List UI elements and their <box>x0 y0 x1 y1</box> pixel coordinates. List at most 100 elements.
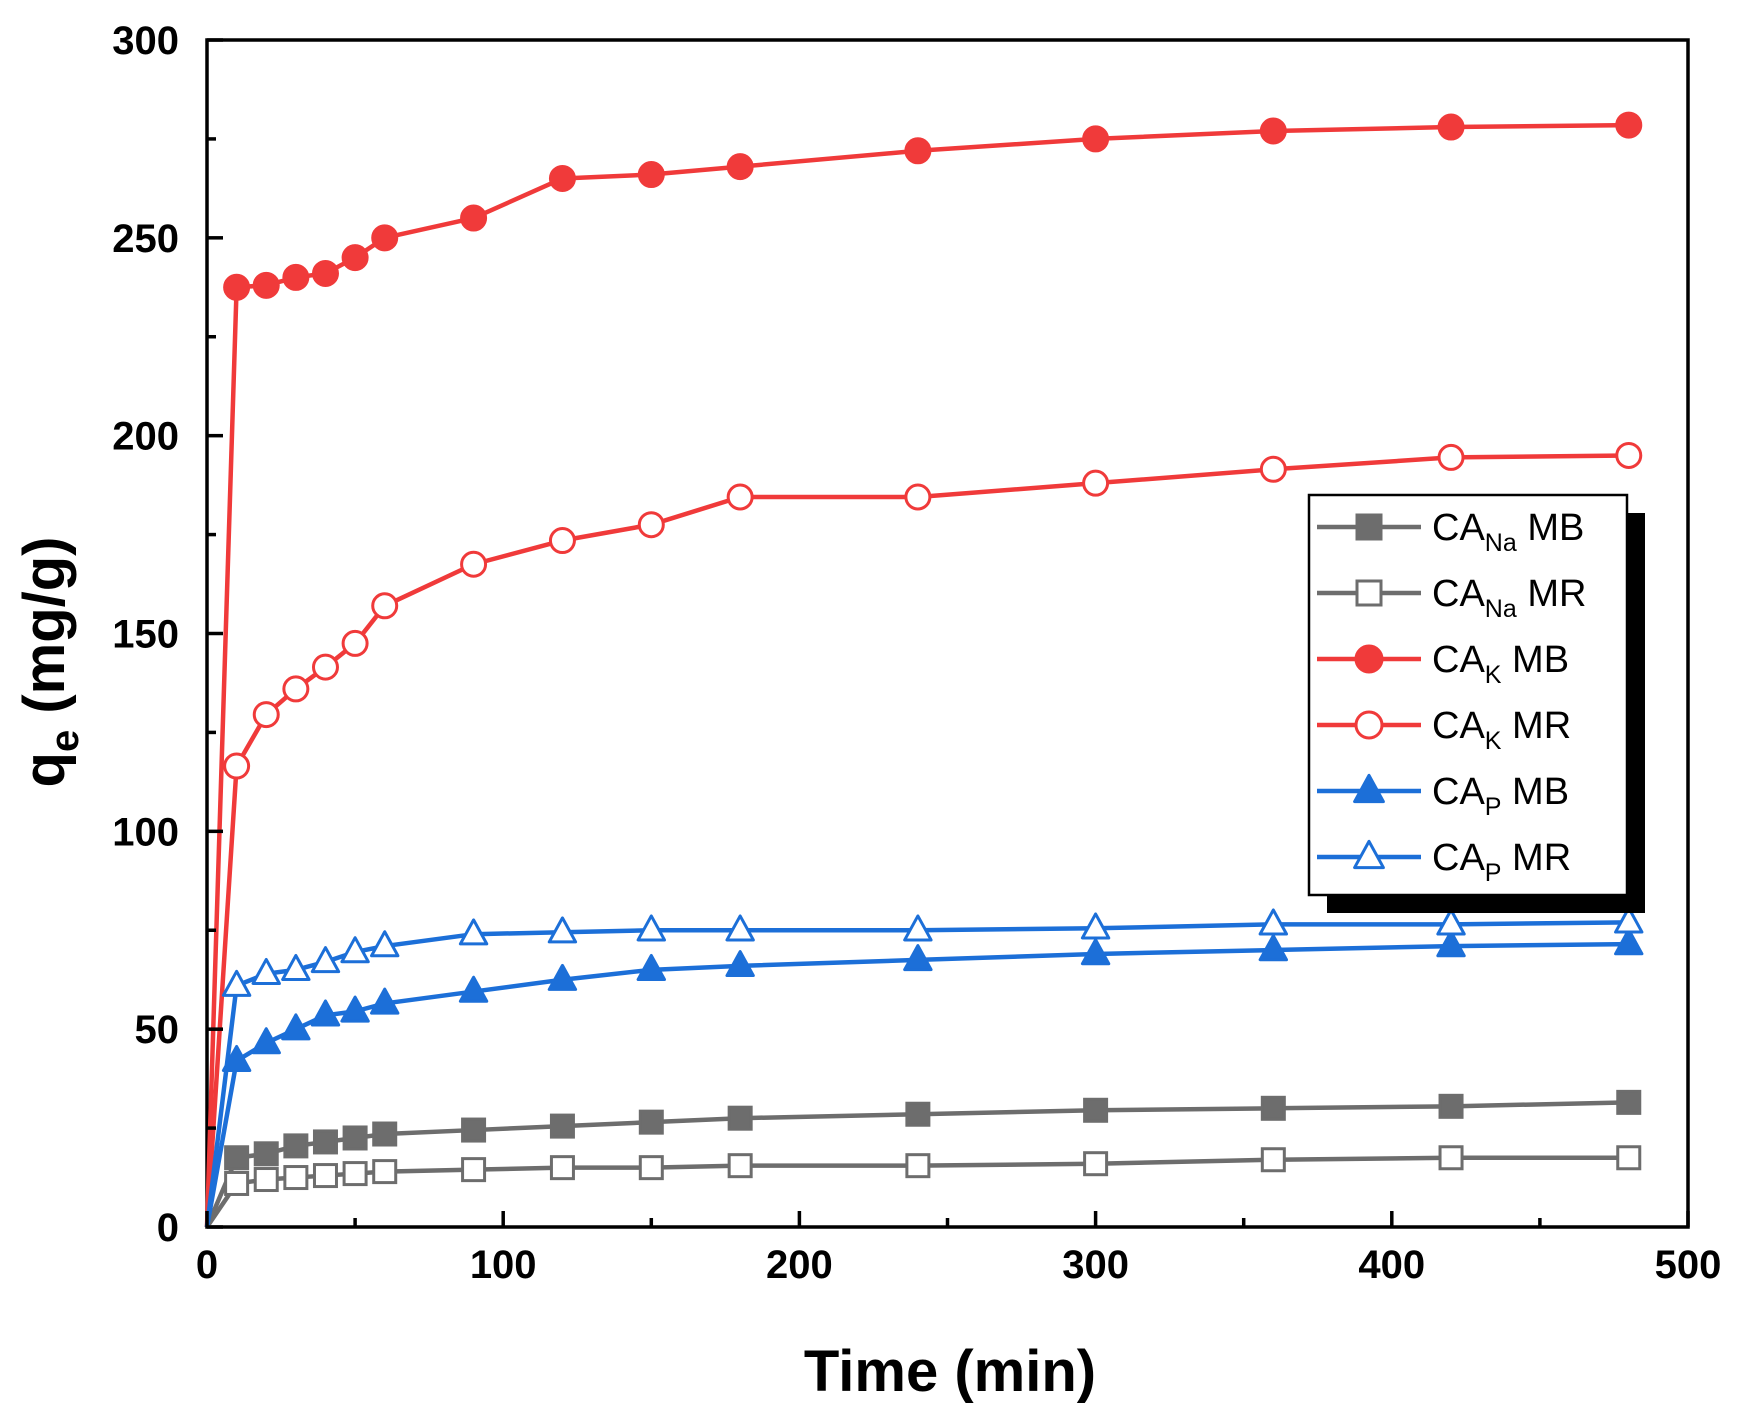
x-tick-label: 0 <box>196 1243 218 1287</box>
data-point <box>253 1167 279 1193</box>
series-1 <box>205 1145 1642 1229</box>
data-point <box>1083 1097 1109 1123</box>
data-point <box>221 969 252 997</box>
data-point <box>310 999 341 1027</box>
data-point <box>281 953 311 982</box>
y-axis-title-sub: e <box>43 730 87 752</box>
data-point <box>223 273 251 301</box>
series-line <box>205 1155 1629 1229</box>
data-point <box>458 918 489 946</box>
data-point <box>460 550 488 578</box>
legend-label: CAP MB <box>1432 771 1569 821</box>
data-point <box>371 592 399 620</box>
data-point <box>904 483 932 511</box>
data-point <box>725 950 755 978</box>
data-point <box>460 204 488 232</box>
legend-marker <box>1353 773 1385 804</box>
data-point <box>1615 441 1643 469</box>
data-point <box>1614 906 1644 934</box>
data-point <box>458 975 489 1003</box>
legend-marker <box>1354 644 1384 674</box>
y-tick-label: 150 <box>112 613 179 657</box>
legend-label: CANa MR <box>1432 573 1586 623</box>
y-tick-label: 50 <box>135 1008 180 1052</box>
y-tick-label: 200 <box>112 415 179 459</box>
data-point <box>903 914 933 942</box>
data-point <box>548 164 576 192</box>
data-point <box>282 675 310 703</box>
x-tick-label: 300 <box>1062 1243 1129 1287</box>
series-5 <box>204 906 1644 1228</box>
data-point <box>727 1105 753 1131</box>
data-point <box>1083 1151 1109 1177</box>
data-point <box>1616 1145 1642 1171</box>
data-point <box>310 946 341 974</box>
data-point <box>252 271 280 299</box>
data-point <box>251 1027 281 1055</box>
data-point <box>1437 443 1465 471</box>
y-axis-title-rest: (mg/g) <box>12 537 77 730</box>
data-point <box>725 914 755 942</box>
data-point <box>281 1013 311 1041</box>
data-point <box>341 629 369 657</box>
data-point <box>1615 111 1643 139</box>
legend-label: CANa MB <box>1432 507 1584 557</box>
series-3 <box>204 441 1643 1228</box>
data-point <box>548 527 576 555</box>
data-point <box>342 1125 368 1151</box>
data-point <box>1614 928 1644 956</box>
data-point <box>637 161 665 189</box>
data-point <box>1082 125 1110 153</box>
data-point <box>370 930 400 958</box>
data-point <box>1436 908 1466 936</box>
data-point <box>549 1113 575 1139</box>
data-point <box>726 483 754 511</box>
data-point <box>221 1044 252 1073</box>
legend-label: CAK MR <box>1432 705 1571 755</box>
legend-box <box>1307 493 1629 897</box>
legend-label: CAP MR <box>1432 837 1571 887</box>
data-point <box>341 244 369 272</box>
data-point <box>340 936 370 964</box>
data-point <box>1438 1145 1464 1171</box>
data-point <box>372 1159 398 1185</box>
data-point <box>340 995 370 1023</box>
data-point <box>1258 934 1289 962</box>
data-point <box>461 1117 487 1143</box>
data-point <box>1260 1147 1286 1173</box>
x-tick-label: 100 <box>470 1243 537 1287</box>
data-point <box>251 957 281 985</box>
series-4 <box>204 928 1644 1228</box>
y-tick-label: 250 <box>112 217 179 261</box>
series-line <box>204 941 1629 1228</box>
data-point <box>282 263 310 291</box>
data-point <box>905 1153 931 1179</box>
series-line <box>204 920 1629 1228</box>
legend-marker <box>1355 579 1383 607</box>
y-tick-label: 100 <box>112 810 179 854</box>
series-0 <box>204 1089 1642 1228</box>
series-line <box>204 1100 1629 1228</box>
data-point <box>726 153 754 181</box>
data-point <box>252 701 280 729</box>
data-point <box>1616 1089 1642 1115</box>
x-axis-title: Time (min) <box>804 1339 1096 1404</box>
data-point <box>549 1155 575 1181</box>
data-point <box>224 1145 250 1171</box>
data-point <box>1260 1095 1286 1121</box>
data-point <box>1436 930 1466 958</box>
data-point <box>636 953 666 982</box>
data-point <box>1258 908 1289 936</box>
data-point <box>905 1101 931 1127</box>
x-axis: 0 100 200 300 400 500 <box>196 1211 1722 1287</box>
legend-marker <box>1355 513 1383 541</box>
x-tick-label: 400 <box>1358 1243 1425 1287</box>
y-axis-title: qe (mg/g) <box>12 537 87 788</box>
x-tick-label: 500 <box>1655 1243 1722 1287</box>
legend: CANa MB CANa MR CAK MB CAK MR CAP MB CAP MR <box>1307 493 1645 913</box>
data-point <box>903 944 933 972</box>
data-point <box>1259 455 1287 483</box>
y-axis: 0 50 100 150 200 250 300 <box>112 19 223 1250</box>
y-tick-label: 300 <box>112 19 179 63</box>
